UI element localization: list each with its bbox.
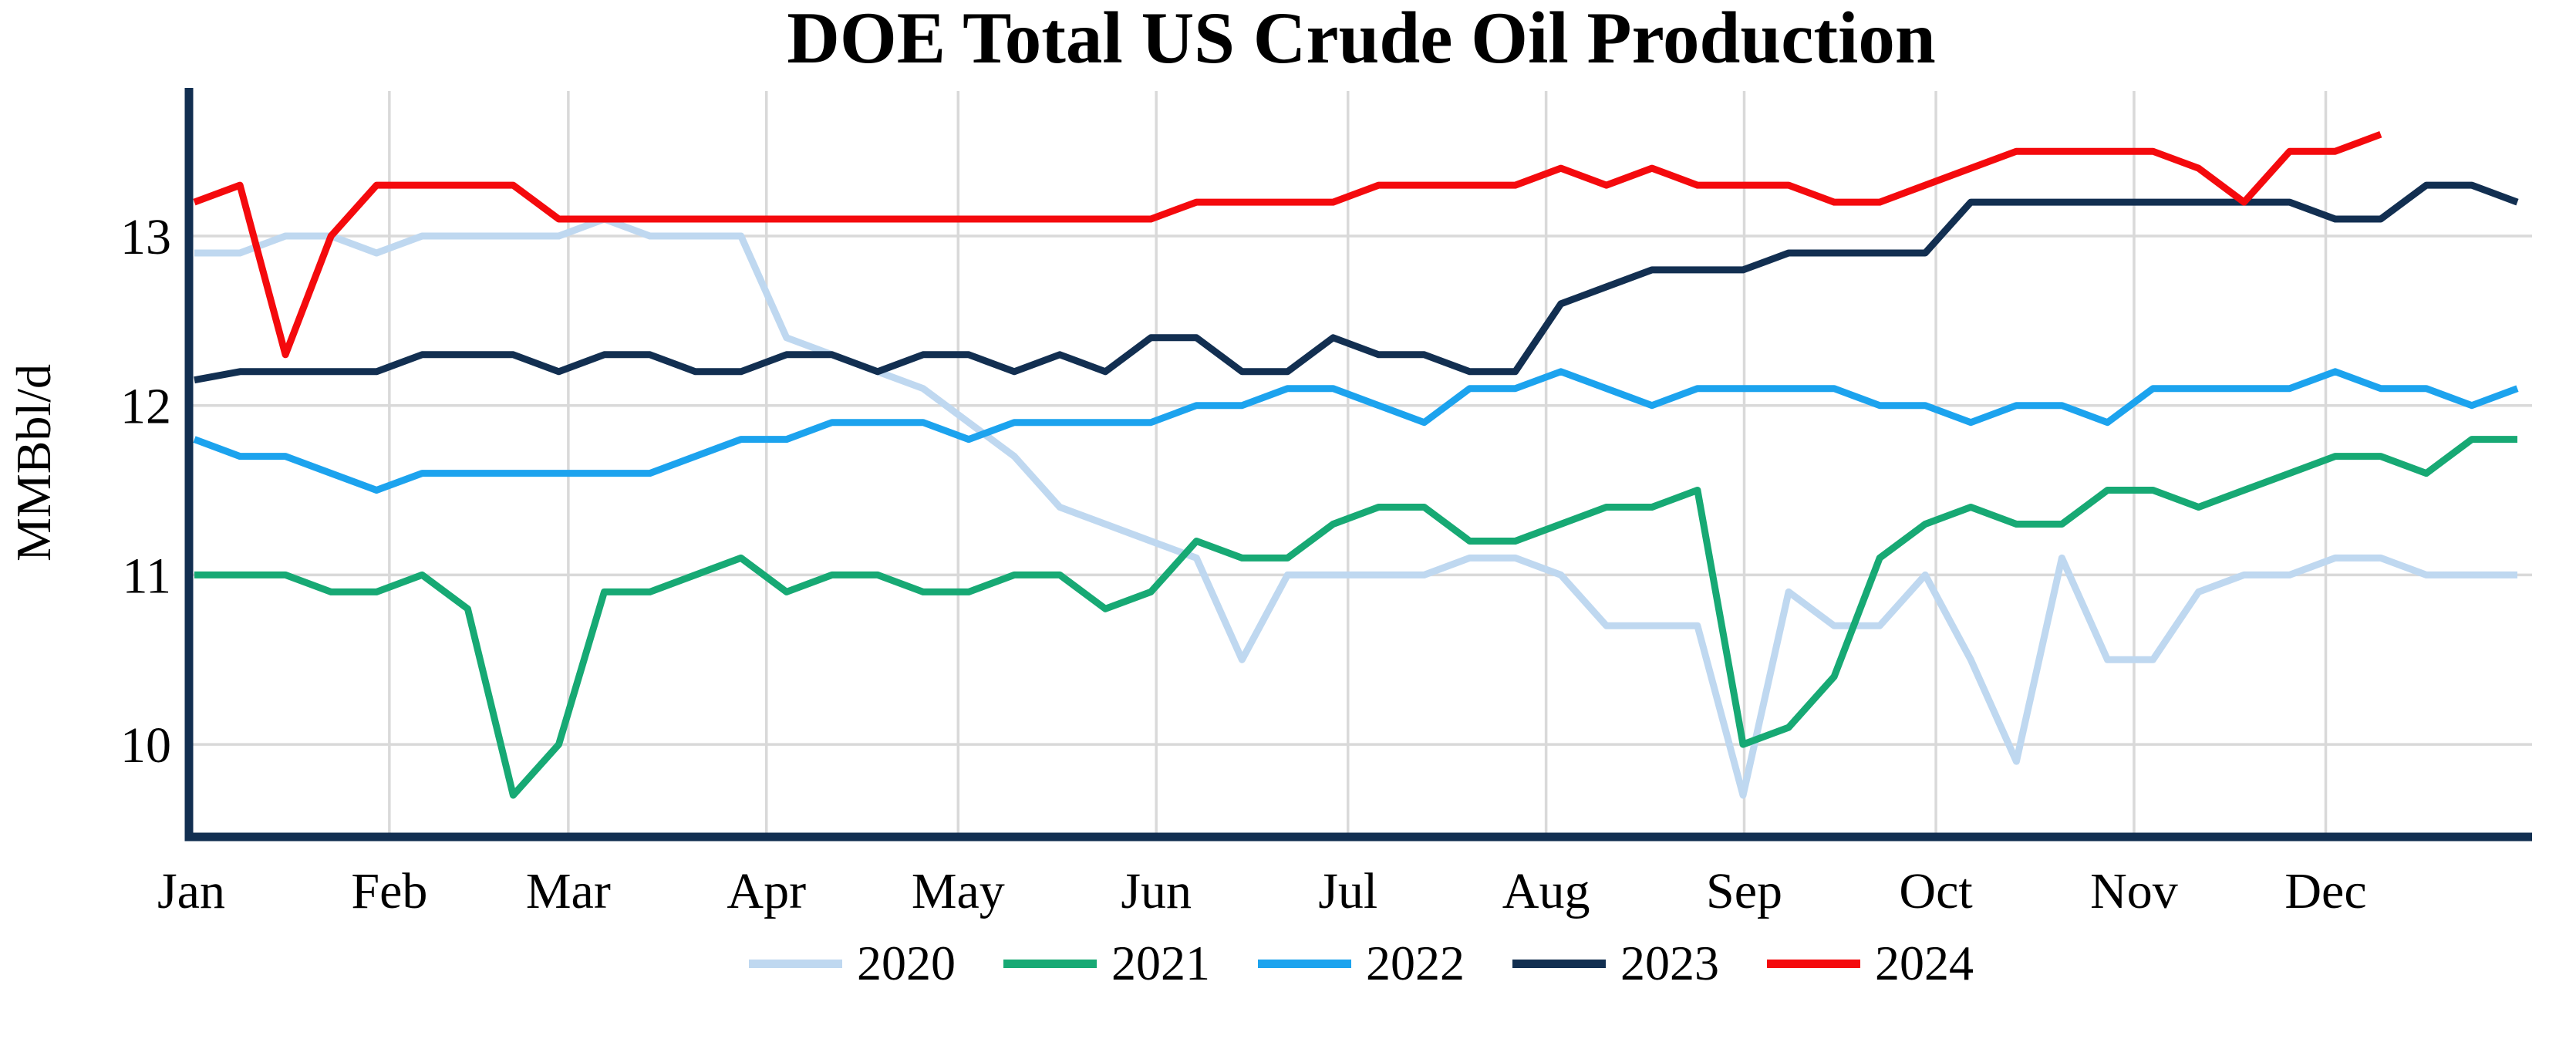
legend-item-2020: 2020 — [749, 935, 956, 992]
x-tick-label-Feb: Feb — [351, 863, 427, 919]
x-tick-label-Jun: Jun — [1121, 863, 1192, 919]
series-line-2020 — [194, 215, 2517, 799]
x-tick-label-Aug: Aug — [1502, 863, 1590, 919]
x-tick-label-Sep: Sep — [1706, 863, 1782, 919]
series-line-2023 — [194, 181, 2519, 384]
legend-swatch-2021 — [1003, 959, 1097, 968]
x-tick-label-Oct: Oct — [1899, 863, 1972, 919]
x-tick-label-May: May — [912, 863, 1005, 919]
legend-label-2022: 2022 — [1366, 936, 1465, 990]
y-tick-label-12: 12 — [120, 379, 171, 435]
legend-item-2024: 2024 — [1767, 935, 1974, 992]
x-tick-label-Jan: Jan — [157, 863, 225, 919]
legend-label-2023: 2023 — [1620, 936, 1719, 990]
series-line-2022 — [193, 368, 2519, 494]
y-tick-label-13: 13 — [120, 209, 171, 265]
series-line-2024 — [193, 130, 2382, 359]
legend-swatch-2020 — [749, 959, 842, 968]
legend-swatch-2024 — [1767, 959, 1860, 968]
x-tick-label-Apr: Apr — [727, 863, 806, 919]
legend-label-2020: 2020 — [857, 936, 956, 990]
y-tick-label-10: 10 — [120, 717, 171, 774]
legend-swatch-2023 — [1512, 959, 1606, 968]
x-tick-label-Dec: Dec — [2284, 863, 2366, 919]
chart-legend: 2020 2021 2022 2023 2024 — [749, 935, 1974, 992]
series-line-2021 — [194, 436, 2517, 799]
x-tick-label-Mar: Mar — [526, 863, 611, 919]
legend-label-2021: 2021 — [1111, 936, 1210, 990]
legend-item-2023: 2023 — [1512, 935, 1719, 992]
y-tick-label-11: 11 — [122, 548, 171, 604]
x-tick-label-Nov: Nov — [2090, 863, 2178, 919]
legend-item-2021: 2021 — [1003, 935, 1210, 992]
legend-item-2022: 2022 — [1258, 935, 1465, 992]
legend-label-2024: 2024 — [1875, 936, 1974, 990]
chart-title: DOE Total US Crude Oil Production — [787, 0, 1936, 79]
legend-swatch-2022 — [1258, 959, 1351, 968]
x-tick-label-Jul: Jul — [1318, 863, 1377, 919]
